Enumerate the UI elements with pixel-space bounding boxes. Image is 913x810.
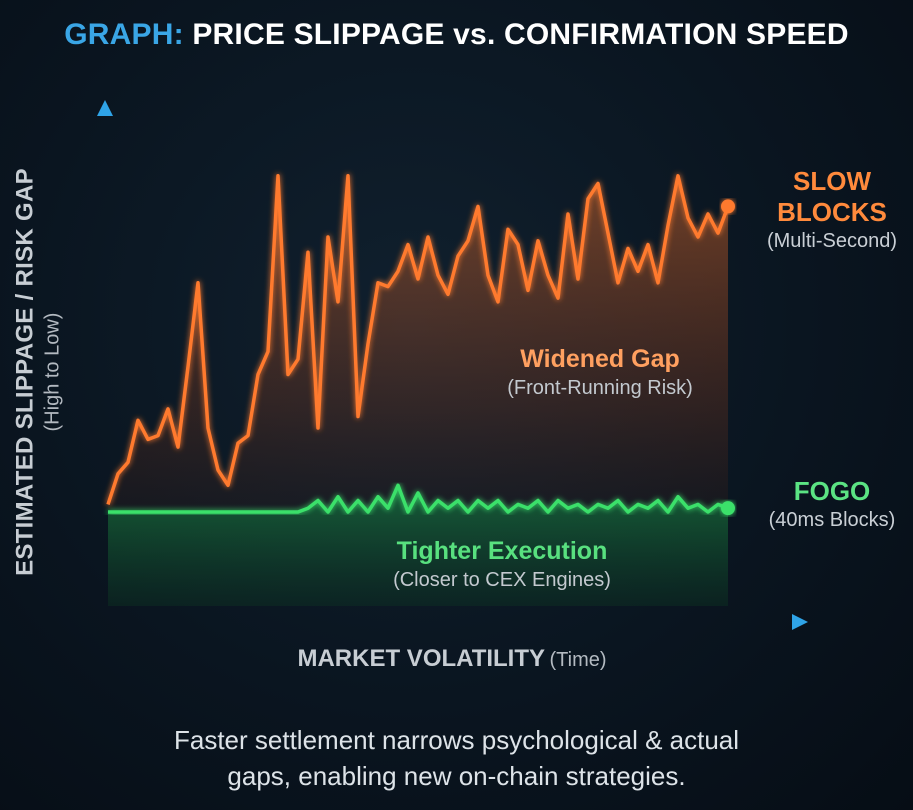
series-line-slow-blocks [106,174,730,505]
execution-annotation-title: Tighter Execution [396,537,608,565]
y-axis-subtitle: (High to Low) [41,312,64,432]
caption-line-1: Faster settlement narrows psychological … [173,725,740,755]
chart-title: GRAPH: PRICE SLIPPAGE vs. CONFIRMATION S… [0,18,913,52]
title-prefix: GRAPH: [64,18,184,51]
slow-label-sub: (Multi-Second) [766,230,898,252]
gap-annotation-sub: (Front-Running Risk) [507,377,693,399]
execution-annotation-sub: (Closer to CEX Engines) [393,569,611,591]
tighter-execution-area [108,485,728,606]
fogo-label-sub: (40ms Blocks) [768,509,896,531]
caption-line-2: gaps, enabling new on-chain strategies. [227,761,686,791]
series-end-point-slow-blocks [721,199,735,214]
series-line-fogo [108,483,729,514]
x-axis-title: MARKET VOLATILITY [297,645,546,672]
series-label-fogo: FOGO (40ms Blocks) [769,476,896,533]
slow-label-line1: SLOW [792,166,871,196]
annotation-tighter-execution: Tighter Execution (Closer to CEX Engines… [393,536,611,594]
series-end-point-fogo [721,501,735,516]
series-label-slow-blocks: SLOW BLOCKS (Multi-Second) [767,166,897,254]
title-text: PRICE SLIPPAGE vs. CONFIRMATION SPEED [192,18,849,51]
y-axis-arrow-icon [97,100,113,116]
fogo-label-line1: FOGO [793,476,871,506]
x-axis-label: MARKET VOLATILITY (Time) [297,645,606,673]
x-axis-arrow-icon [792,614,808,630]
caption: Faster settlement narrows psychological … [0,722,913,794]
y-axis-title: ESTIMATED SLIPPAGE / RISK GAP [11,168,39,576]
annotation-widened-gap: Widened Gap (Front-Running Risk) [507,344,693,402]
x-axis-subtitle: (Time) [549,649,607,671]
gap-annotation-title: Widened Gap [520,345,680,373]
widened-gap-area [108,175,728,513]
y-axis-label: ESTIMATED SLIPPAGE / RISK GAP (High to L… [12,168,65,576]
slow-label-line2: BLOCKS [777,197,887,227]
